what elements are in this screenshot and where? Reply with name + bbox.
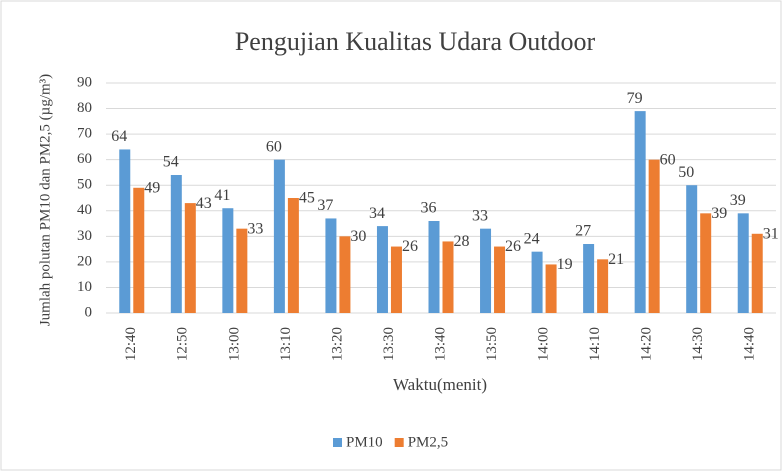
bar	[700, 213, 712, 313]
bar	[597, 259, 609, 313]
x-tick-label: 13:10	[278, 327, 294, 361]
y-tick-label: 30	[77, 228, 92, 244]
data-label: 34	[369, 205, 385, 222]
bar	[273, 159, 285, 313]
y-tick-label: 60	[77, 151, 92, 167]
y-tick-label: 0	[85, 304, 93, 320]
x-tick-label: 13:30	[381, 327, 397, 361]
bar	[545, 264, 557, 313]
data-label: 31	[763, 225, 779, 242]
legend-label: PM10	[346, 434, 383, 450]
bar	[737, 213, 749, 313]
data-label: 19	[557, 256, 573, 273]
data-label: 43	[196, 195, 212, 212]
y-tick-label: 40	[77, 202, 92, 218]
bar	[751, 233, 763, 313]
data-label: 30	[350, 228, 366, 245]
data-label: 27	[575, 223, 591, 240]
x-tick-label: 13:50	[484, 327, 500, 361]
data-label: 54	[163, 154, 179, 171]
bar	[236, 228, 248, 313]
bar	[686, 185, 698, 313]
bar	[184, 203, 196, 313]
y-tick-label: 10	[77, 279, 92, 295]
legend-swatch	[333, 438, 342, 447]
x-tick-label: 12:40	[123, 327, 139, 361]
x-tick-label: 14:10	[587, 327, 603, 361]
bar	[428, 221, 440, 313]
bar	[170, 175, 182, 313]
bar	[442, 241, 454, 313]
data-label: 26	[402, 238, 418, 255]
data-label: 24	[524, 230, 540, 247]
data-label: 64	[111, 128, 127, 145]
bar	[339, 236, 351, 313]
bar	[494, 246, 506, 313]
data-label: 36	[421, 200, 437, 217]
bar	[222, 208, 234, 313]
data-label: 50	[678, 164, 694, 181]
bar	[531, 251, 543, 313]
x-axis-label: Waktu(menit)	[393, 375, 487, 394]
legend-label: PM2,5	[408, 434, 448, 450]
data-label: 79	[627, 90, 643, 107]
y-tick-label: 50	[77, 177, 92, 193]
bar	[325, 218, 337, 313]
data-label: 41	[214, 187, 230, 204]
data-label: 49	[144, 179, 160, 196]
x-tick-label: 14:20	[639, 327, 655, 361]
x-tick-label: 13:20	[329, 327, 345, 361]
data-label: 60	[266, 138, 282, 155]
bar	[390, 246, 402, 313]
data-label: 28	[454, 233, 470, 250]
x-tick-label: 13:00	[226, 327, 242, 361]
y-tick-label: 90	[77, 74, 92, 90]
data-label: 33	[472, 207, 488, 224]
bar	[287, 198, 299, 313]
legend-swatch	[394, 438, 404, 447]
bar	[634, 111, 646, 313]
data-label: 39	[711, 205, 727, 222]
data-label: 39	[730, 192, 746, 209]
data-label: 21	[608, 251, 624, 268]
data-label: 60	[660, 151, 676, 168]
y-tick-label: 70	[77, 126, 92, 142]
x-tick-label: 14:40	[742, 327, 758, 361]
bar	[648, 159, 660, 313]
bar	[376, 226, 388, 313]
bar	[583, 244, 595, 313]
x-tick-label: 13:40	[432, 327, 448, 361]
x-tick-label: 14:00	[536, 327, 552, 361]
data-label: 37	[317, 197, 333, 214]
x-tick-label: 14:30	[690, 327, 706, 361]
bar	[133, 187, 145, 313]
bar	[119, 149, 131, 313]
y-axis-label: Jumlah polutan PM10 dan PM2,5 (µg/m³)	[37, 74, 53, 326]
data-label: 26	[505, 238, 521, 255]
bar	[480, 228, 492, 313]
y-tick-label: 80	[77, 100, 92, 116]
data-label: 45	[299, 190, 315, 207]
data-label: 33	[247, 220, 263, 237]
chart-title: Pengujian Kualitas Udara Outdoor	[235, 27, 596, 56]
y-tick-label: 20	[77, 253, 92, 269]
x-tick-label: 12:50	[175, 327, 191, 361]
